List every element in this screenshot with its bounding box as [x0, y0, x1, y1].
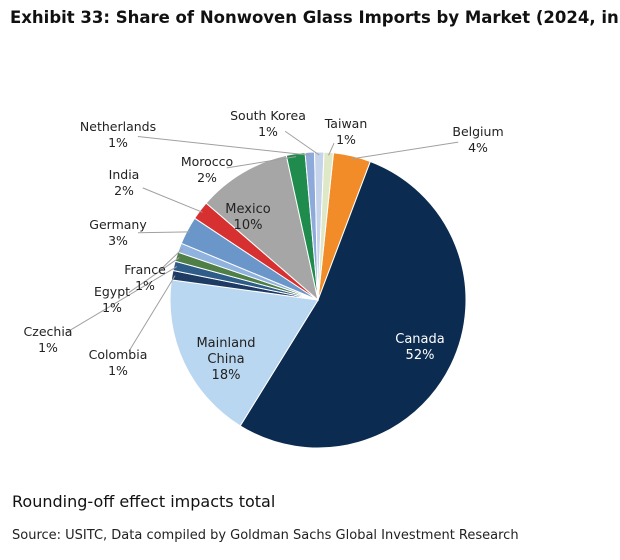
value-label: 2%: [114, 183, 134, 198]
category-label: Germany: [89, 217, 147, 232]
pie-slice: [239, 160, 467, 449]
category-label: India: [108, 167, 140, 182]
slice-label: Taiwan 1%: [325, 116, 368, 148]
leader-line: [137, 231, 191, 234]
slice-label: Colombia 1%: [89, 347, 148, 379]
leader-line: [351, 141, 459, 160]
category-label: Colombia: [88, 347, 148, 362]
slice-label: Mainland China 18%: [186, 336, 266, 384]
value-label: 4%: [468, 140, 488, 155]
value-label: 1%: [135, 278, 155, 293]
slice-label: France 1%: [124, 262, 166, 294]
slice-label: Canada 52%: [395, 332, 444, 364]
slice-label: Belgium 4%: [452, 124, 503, 156]
value-label: 1%: [336, 132, 356, 147]
category-label: Egypt: [93, 284, 131, 299]
leader-line: [226, 156, 297, 169]
value-label: 1%: [258, 124, 278, 139]
value-label: 10%: [233, 218, 263, 233]
source: Source: USITC, Data compiled by Goldman …: [12, 528, 519, 543]
category-label: Taiwan: [324, 116, 368, 131]
slice-label: Czechia 1%: [24, 324, 73, 356]
slice-label: South Korea 1%: [230, 108, 306, 140]
leader-line: [128, 257, 180, 293]
value-label: 18%: [211, 368, 241, 383]
value-label: 1%: [102, 300, 122, 315]
leader-line: [160, 248, 183, 270]
value-label: 1%: [108, 363, 128, 378]
leader-line: [284, 130, 320, 156]
chart-title: Exhibit 33: Share of Nonwoven Glass Impo…: [10, 8, 620, 27]
value-label: 52%: [405, 348, 435, 363]
category-label: Czechia: [23, 324, 73, 339]
slice-label: Egypt 1%: [94, 284, 130, 316]
category-label: Mexico: [225, 202, 271, 217]
slice-label: Netherlands 1%: [80, 119, 156, 151]
value-label: 1%: [108, 135, 128, 150]
category-label: Netherlands: [79, 119, 157, 134]
leader-line: [328, 143, 335, 156]
category-label: Mainland China: [196, 336, 256, 367]
category-label: France: [124, 262, 166, 277]
category-label: Belgium: [452, 124, 504, 139]
leader-line: [65, 266, 178, 334]
pie-slice: [205, 154, 319, 302]
slice-label: Morocco 2%: [181, 154, 233, 186]
slice-label: Germany 3%: [89, 217, 146, 249]
category-label: Morocco: [180, 154, 234, 169]
slice-label: India 2%: [109, 167, 140, 199]
category-label: South Korea: [230, 108, 306, 123]
leader-line: [128, 275, 176, 352]
slice-label: Mexico 10%: [225, 202, 270, 234]
value-label: 2%: [197, 170, 217, 185]
leader-line: [142, 187, 203, 213]
category-label: Canada: [395, 332, 445, 347]
value-label: 1%: [38, 340, 58, 355]
pie-slice: [317, 151, 335, 301]
leader-line: [137, 135, 311, 156]
note: Rounding-off effect impacts total: [12, 492, 276, 511]
value-label: 3%: [108, 233, 128, 248]
pie-slice: [169, 279, 319, 427]
